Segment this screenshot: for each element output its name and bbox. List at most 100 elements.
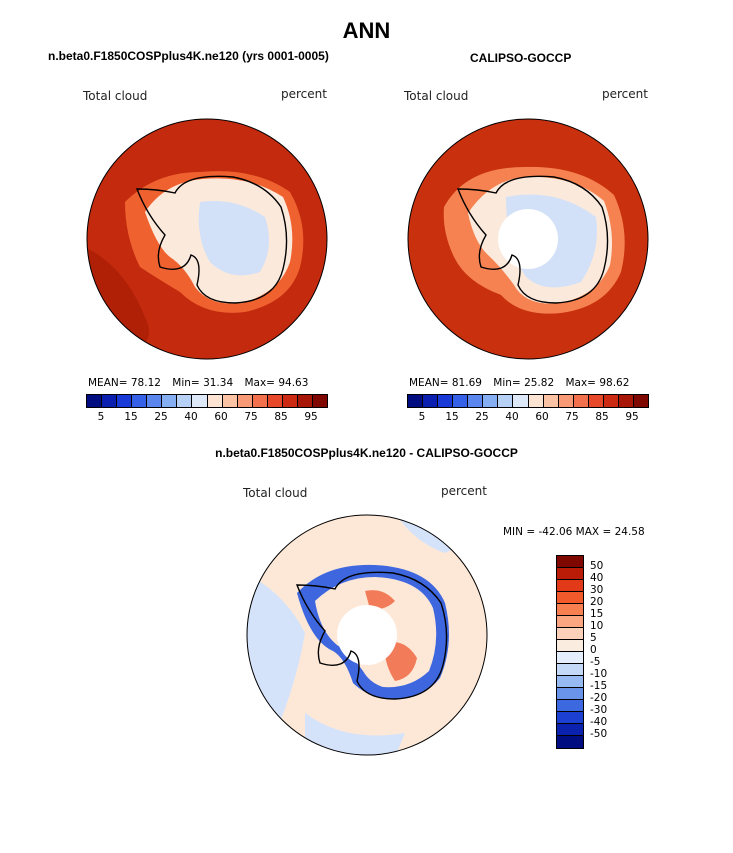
obs-polar-map [407, 118, 649, 360]
obs-mean-label: MEAN= [409, 377, 449, 389]
model-variable-label: Total cloud [83, 89, 148, 103]
colorbar-swatch [177, 395, 193, 407]
model-mean-label: MEAN= [88, 377, 128, 389]
colorbar-swatch [573, 395, 589, 407]
colorbar-tick-label: 60 [214, 411, 228, 423]
colorbar-tick-label: 75 [244, 411, 258, 423]
colorbar-tick-label: -15 [590, 680, 608, 692]
colorbar-swatch [423, 395, 439, 407]
colorbar-tick-label: 40 [505, 411, 519, 423]
model-polar-map [86, 118, 328, 360]
colorbar-tick-label: 40 [590, 572, 604, 584]
colorbar-tick-label: 95 [625, 411, 639, 423]
colorbar-tick-label: 15 [590, 608, 604, 620]
diff-positive-region [365, 590, 417, 681]
diff-minmax: MIN = -42.06 MAX = 24.58 [503, 526, 645, 538]
colorbar-tick-label: 15 [124, 411, 138, 423]
obs-panel-subtitle: CALIPSO-GOCCP [470, 51, 572, 65]
diff-polar-data-gap [337, 605, 397, 665]
obs-units-label: percent [602, 87, 648, 101]
colorbar-swatch [618, 395, 634, 407]
colorbar-swatch [557, 700, 583, 712]
colorbar-swatch [267, 395, 283, 407]
colorbar-swatch [557, 688, 583, 700]
colorbar-swatch [557, 628, 583, 640]
colorbar-swatch [87, 395, 103, 407]
colorbar-swatch [557, 556, 583, 568]
colorbar-swatch [222, 395, 238, 407]
colorbar-tick-label: 30 [590, 584, 604, 596]
model-min-value: 31.34 [203, 377, 234, 389]
obs-min-label: Min= [493, 377, 521, 389]
colorbar-tick-label: 75 [565, 411, 579, 423]
colorbar-swatch [543, 395, 559, 407]
diff-colorbar [556, 555, 584, 749]
colorbar-tick-label: 50 [590, 560, 604, 572]
colorbar-swatch [557, 604, 583, 616]
colorbar-tick-label: -40 [590, 716, 608, 728]
colorbar-swatch [117, 395, 133, 407]
colorbar-swatch [453, 395, 469, 407]
obs-mean-value: 81.69 [451, 377, 482, 389]
colorbar-swatch [147, 395, 163, 407]
obs-variable-label: Total cloud [404, 89, 469, 103]
colorbar-tick-label: -20 [590, 692, 608, 704]
colorbar-swatch [468, 395, 484, 407]
colorbar-tick-label: -30 [590, 704, 608, 716]
colorbar-tick-label: 5 [97, 411, 105, 423]
colorbar-tick-label: 5 [590, 632, 597, 644]
colorbar-swatch [438, 395, 454, 407]
obs-stats: MEAN= 81.69 Min= 25.82 Max= 98.62 [409, 377, 629, 389]
obs-max-value: 98.62 [599, 377, 630, 389]
colorbar-swatch [588, 395, 604, 407]
diff-coastline [295, 571, 448, 700]
colorbar-tick-label: 10 [590, 620, 604, 632]
colorbar-tick-label: 25 [154, 411, 168, 423]
diff-units-label: percent [441, 484, 487, 498]
colorbar-swatch [557, 652, 583, 664]
colorbar-swatch [528, 395, 544, 407]
model-min-label: Min= [172, 377, 200, 389]
page-title: ANN [342, 18, 391, 43]
obs-min-value: 25.82 [524, 377, 555, 389]
colorbar-swatch [498, 395, 514, 407]
colorbar-swatch [282, 395, 298, 407]
colorbar-tick-label: -50 [590, 728, 608, 740]
colorbar-tick-label: 60 [535, 411, 549, 423]
obs-max-label: Max= [565, 377, 596, 389]
colorbar-tick-label: -10 [590, 668, 608, 680]
diff-colorbar-ticks: 50 40 30 20 15 10 5 0 -5 -10 -15 -20 -30 -40 -50 [590, 555, 650, 755]
colorbar-swatch [557, 568, 583, 580]
diff-polar-map [246, 514, 488, 756]
model-units-label: percent [281, 87, 327, 101]
model-coastline [135, 175, 288, 304]
colorbar-swatch [297, 395, 313, 407]
model-mean-value: 78.12 [130, 377, 161, 389]
colorbar-swatch [513, 395, 529, 407]
colorbar-tick-label: 0 [590, 644, 597, 656]
colorbar-tick-label: 40 [184, 411, 198, 423]
colorbar-swatch [132, 395, 148, 407]
obs-polar-data-gap [498, 209, 558, 269]
colorbar-tick-label: 85 [595, 411, 609, 423]
colorbar-tick-label: 20 [590, 596, 604, 608]
colorbar-swatch [557, 676, 583, 688]
obs-coastline [456, 175, 609, 304]
colorbar-swatch [558, 395, 574, 407]
colorbar-tick-label: 15 [445, 411, 459, 423]
colorbar-swatch [603, 395, 619, 407]
colorbar-swatch [207, 395, 223, 407]
colorbar-swatch [557, 736, 583, 748]
colorbar-swatch [312, 395, 327, 407]
colorbar-tick-label: 85 [274, 411, 288, 423]
colorbar-swatch [557, 664, 583, 676]
colorbar-swatch [252, 395, 268, 407]
colorbar-tick-label: 5 [418, 411, 426, 423]
colorbar-swatch [557, 712, 583, 724]
model-panel-subtitle: n.beta0.F1850COSPplus4K.ne120 (yrs 0001-… [48, 49, 329, 63]
colorbar-swatch [557, 616, 583, 628]
colorbar-swatch [408, 395, 424, 407]
colorbar-tick-label: 95 [304, 411, 318, 423]
colorbar-tick-label: -5 [590, 656, 601, 668]
colorbar-swatch [557, 724, 583, 736]
